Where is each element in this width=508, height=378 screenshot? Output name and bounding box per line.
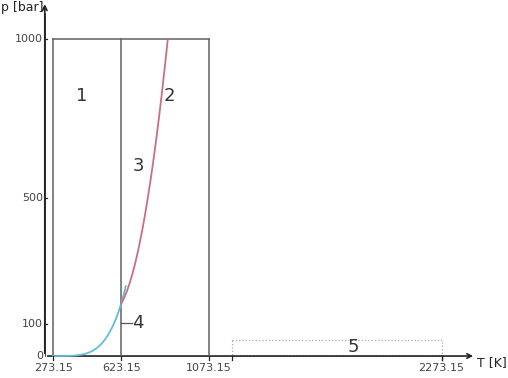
Text: T [K]: T [K] [477,356,506,370]
Text: 2273.15: 2273.15 [419,363,465,373]
Text: 3: 3 [132,157,144,175]
Text: 100: 100 [22,319,43,329]
Text: 1073.15: 1073.15 [185,363,232,373]
Text: 4: 4 [132,314,144,332]
Text: 623.15: 623.15 [102,363,141,373]
Text: 0: 0 [36,351,43,361]
Text: p [bar]: p [bar] [2,2,44,14]
Text: 1: 1 [76,87,87,105]
Text: 500: 500 [22,193,43,203]
Text: 1000: 1000 [15,34,43,44]
Text: 5: 5 [348,338,359,356]
Text: 2: 2 [164,87,175,105]
Text: 273.15: 273.15 [34,363,73,373]
